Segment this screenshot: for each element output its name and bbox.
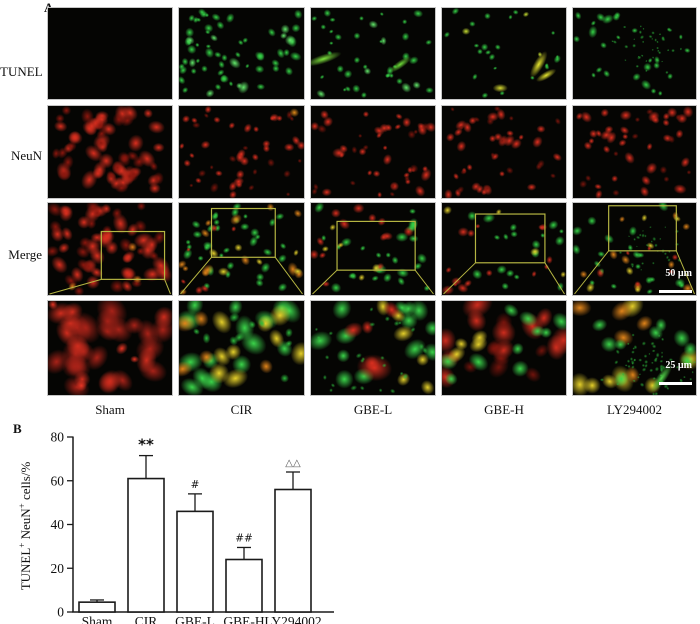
micrograph-merge-gbe-h xyxy=(441,202,567,296)
micrograph-tunel-gbe-l xyxy=(310,7,436,100)
merge-inset-box xyxy=(180,207,303,295)
micrograph-image xyxy=(573,8,696,99)
micrograph-neun-gbe-l xyxy=(310,105,436,199)
micrograph-merge-gbe-l xyxy=(310,202,436,296)
merge-inset-box xyxy=(312,220,434,295)
bar-cir xyxy=(127,477,165,613)
micrograph-image xyxy=(179,301,304,395)
y-axis-title: TUNEL+ NeuN+ cells/% xyxy=(17,462,33,591)
micrograph-zoom-gbe-l xyxy=(310,300,436,396)
micrograph-merge-ly294002 xyxy=(572,202,697,296)
bar-sham xyxy=(78,601,116,613)
micrograph-merge-sham xyxy=(47,202,173,296)
micrograph-tunel-cir xyxy=(178,7,305,100)
micrograph-tunel-sham xyxy=(47,7,173,100)
svg-text:20: 20 xyxy=(51,561,65,576)
micrograph-image xyxy=(573,106,696,198)
significance-ly294002: △△ xyxy=(285,458,301,469)
scale-bar-25um: 25 µm xyxy=(628,360,692,390)
micrograph-image xyxy=(442,8,566,99)
bar-gbe-h xyxy=(225,558,263,613)
micrograph-neun-ly294002 xyxy=(572,105,697,199)
scale-bar-50um-text: 50 µm xyxy=(665,268,692,279)
col-label-gbe-l: GBE-L xyxy=(353,402,393,417)
row-label-tunel: TUNEL xyxy=(0,64,43,79)
micrograph-image xyxy=(179,203,304,295)
svg-text:40: 40 xyxy=(51,517,65,532)
significance-gbe-l: # xyxy=(191,479,200,491)
micrograph-zoom-ly294002 xyxy=(572,300,697,396)
x-label-ly294002: LY294002 xyxy=(264,614,321,624)
merge-inset-box xyxy=(443,213,565,295)
micrograph-neun-sham xyxy=(47,105,173,199)
micrograph-image xyxy=(48,8,172,99)
svg-text:0: 0 xyxy=(57,605,64,620)
micrograph-image xyxy=(442,301,566,395)
micrograph-image xyxy=(179,8,304,99)
merge-inset-box xyxy=(49,230,171,295)
micrograph-neun-gbe-h xyxy=(441,105,567,199)
micrograph-image xyxy=(311,8,435,99)
micrograph-image xyxy=(311,203,435,295)
merge-inset-box xyxy=(574,205,695,295)
col-label-gbe-h: GBE-H xyxy=(484,402,524,417)
micrograph-image xyxy=(573,301,696,395)
scale-bar-25um-line xyxy=(659,382,692,385)
scale-bar-50um: 50 µm xyxy=(628,268,692,298)
col-label-sham: Sham xyxy=(95,402,125,417)
svg-text:60: 60 xyxy=(51,473,65,488)
micrograph-merge-cir xyxy=(178,202,305,296)
scale-bar-25um-text: 25 µm xyxy=(665,360,692,371)
row-label-merge: Merge xyxy=(8,247,42,262)
svg-text:80: 80 xyxy=(51,430,65,445)
micrograph-tunel-gbe-h xyxy=(441,7,567,100)
row-label-neun: NeuN xyxy=(10,148,42,163)
panel-b-label: B xyxy=(13,421,22,436)
x-label-cir: CIR xyxy=(135,614,158,624)
scale-bar-50um-line xyxy=(659,290,692,293)
significance-cir: ** xyxy=(138,436,154,454)
col-label-ly294002: LY294002 xyxy=(606,402,663,417)
micrograph-neun-cir xyxy=(178,105,305,199)
col-label-cir: CIR xyxy=(230,402,253,417)
micrograph-tunel-ly294002 xyxy=(572,7,697,100)
micrograph-zoom-sham xyxy=(47,300,173,396)
micrograph-image xyxy=(48,301,172,395)
bar-ly294002 xyxy=(274,488,312,613)
micrograph-image xyxy=(311,301,435,395)
micrograph-zoom-gbe-h xyxy=(441,300,567,396)
micrograph-image xyxy=(311,106,435,198)
micrograph-image xyxy=(442,106,566,198)
x-label-sham: Sham xyxy=(82,614,113,624)
significance-gbe-h: ## xyxy=(235,532,253,544)
bar-gbe-l xyxy=(176,510,214,613)
micrograph-image xyxy=(48,106,172,198)
x-label-gbe-l: GBE-L xyxy=(175,614,215,624)
micrograph-image xyxy=(179,106,304,198)
micrograph-zoom-cir xyxy=(178,300,305,396)
bar-chart: 0 20 40 60 80 TUNEL+ NeuN+ cells/% Sham ** CIR # G… xyxy=(17,430,334,624)
x-label-gbe-h: GBE-H xyxy=(223,614,264,624)
micrograph-image xyxy=(573,203,696,295)
